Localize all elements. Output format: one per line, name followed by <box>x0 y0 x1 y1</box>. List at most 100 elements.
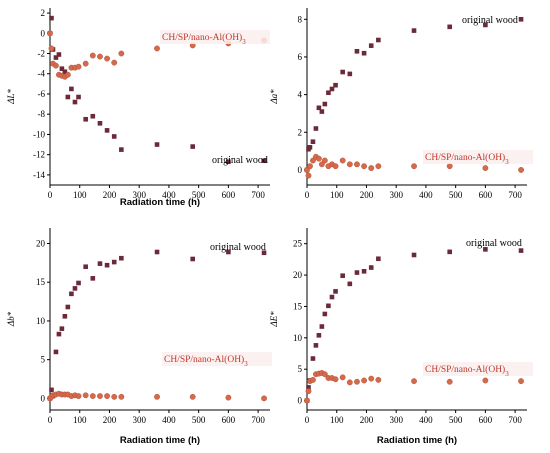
annotation-treated: CH/SP/nano-Al(OH)3 <box>162 32 246 46</box>
x-tick-label: 500 <box>449 415 463 425</box>
point-original-wood <box>411 252 417 258</box>
x-tick-label: 0 <box>48 415 53 425</box>
point-original-wood <box>59 66 65 71</box>
point-original-wood <box>111 134 117 139</box>
point-original-wood <box>518 16 524 22</box>
point-original-wood <box>483 22 488 28</box>
point-treated <box>104 55 110 62</box>
point-original-wood <box>518 248 524 253</box>
y-tick-label: 0 <box>41 28 46 38</box>
point-original-wood <box>329 86 335 92</box>
point-original-wood <box>104 262 110 268</box>
point-treated <box>482 165 489 171</box>
point-original-wood <box>90 113 96 119</box>
point-original-wood <box>313 126 319 131</box>
x-tick-label: 200 <box>360 415 374 425</box>
point-original-wood <box>333 82 338 88</box>
point-treated <box>261 395 267 402</box>
y-tick-label: 15 <box>293 301 303 311</box>
y-tick-label: -12 <box>33 150 45 160</box>
annotation-original-wood: original wood <box>210 242 266 253</box>
point-treated <box>53 62 59 69</box>
x-tick-label: 600 <box>479 415 493 425</box>
point-original-wood <box>411 28 417 33</box>
point-original-wood <box>261 158 267 164</box>
point-original-wood <box>307 145 313 150</box>
point-original-wood <box>376 37 381 43</box>
point-original-wood <box>368 265 374 270</box>
point-treated <box>47 30 53 37</box>
point-original-wood <box>97 261 103 266</box>
point-treated <box>354 161 360 168</box>
point-treated <box>411 378 417 385</box>
point-original-wood <box>49 15 54 21</box>
point-treated <box>368 165 375 171</box>
point-treated <box>154 45 160 52</box>
x-axis-label: Radiation time (h) <box>120 435 200 446</box>
point-original-wood <box>154 249 160 255</box>
y-tick-label: 10 <box>36 316 46 326</box>
y-tick-label: -4 <box>38 69 46 79</box>
annotation-original-wood: original wood <box>466 238 522 249</box>
point-treated <box>154 393 160 400</box>
y-axis-label: Δa* <box>269 89 279 105</box>
x-tick-label: 600 <box>479 190 493 200</box>
point-treated <box>518 378 524 385</box>
y-tick-label: 20 <box>36 238 46 248</box>
point-treated <box>354 378 360 385</box>
x-tick-label: 200 <box>103 415 117 425</box>
point-treated <box>304 397 310 404</box>
point-original-wood <box>483 247 488 252</box>
point-original-wood <box>361 50 367 56</box>
point-original-wood <box>329 294 335 300</box>
point-original-wood <box>111 259 117 265</box>
point-original-wood <box>69 291 74 297</box>
y-tick-label: 8 <box>298 14 303 24</box>
point-treated <box>118 393 125 400</box>
y-axis-label: ΔL* <box>6 89 16 105</box>
point-original-wood <box>447 24 453 30</box>
point-treated <box>375 376 382 383</box>
point-original-wood <box>347 71 353 77</box>
point-original-wood <box>119 255 124 261</box>
x-tick-label: 100 <box>73 190 87 200</box>
point-original-wood <box>104 128 110 133</box>
point-treated <box>482 377 489 384</box>
x-tick-label: 700 <box>508 415 522 425</box>
x-tick-label: 400 <box>162 190 176 200</box>
point-original-wood <box>261 250 267 256</box>
panel-delta-a: 0 100 200 300 400 500 600 700 0 2 4 6 8 Δa* original w… <box>269 8 533 200</box>
point-original-wood <box>62 313 68 319</box>
y-tick-label: 15 <box>36 277 46 287</box>
y-tick-label: -6 <box>38 89 46 99</box>
point-treated <box>321 371 328 378</box>
point-original-wood <box>119 147 124 152</box>
annotation-background <box>162 352 272 366</box>
panel-delta-l: 0 100 200 300 400 500 600 700 2 0 -2 -4 -6 -8 -10 -12 -1… <box>6 8 270 208</box>
y-tick-label: 4 <box>298 90 303 100</box>
x-tick-label: 200 <box>360 190 374 200</box>
y-tick-label: -14 <box>33 170 45 180</box>
x-tick-label: 700 <box>251 415 265 425</box>
point-original-wood <box>49 387 54 393</box>
point-treated <box>64 71 71 78</box>
annotation-treated: CH/SP/nano-Al(OH)3 <box>164 354 248 368</box>
y-tick-label: -8 <box>38 109 46 119</box>
point-treated <box>315 155 322 162</box>
point-treated <box>346 161 353 168</box>
point-original-wood <box>72 286 78 291</box>
point-original-wood <box>154 142 160 147</box>
annotation-background <box>423 150 533 164</box>
point-treated <box>339 374 346 381</box>
y-tick-label: -10 <box>33 129 45 139</box>
point-treated <box>332 376 339 383</box>
x-tick-label: 400 <box>419 415 433 425</box>
point-treated <box>104 393 110 399</box>
point-treated <box>339 157 346 164</box>
point-treated <box>321 157 328 164</box>
x-axis-label: Radiation time (h) <box>377 435 457 446</box>
point-original-wood <box>56 331 62 337</box>
x-tick-label: 100 <box>330 190 344 200</box>
point-treated <box>305 172 312 179</box>
